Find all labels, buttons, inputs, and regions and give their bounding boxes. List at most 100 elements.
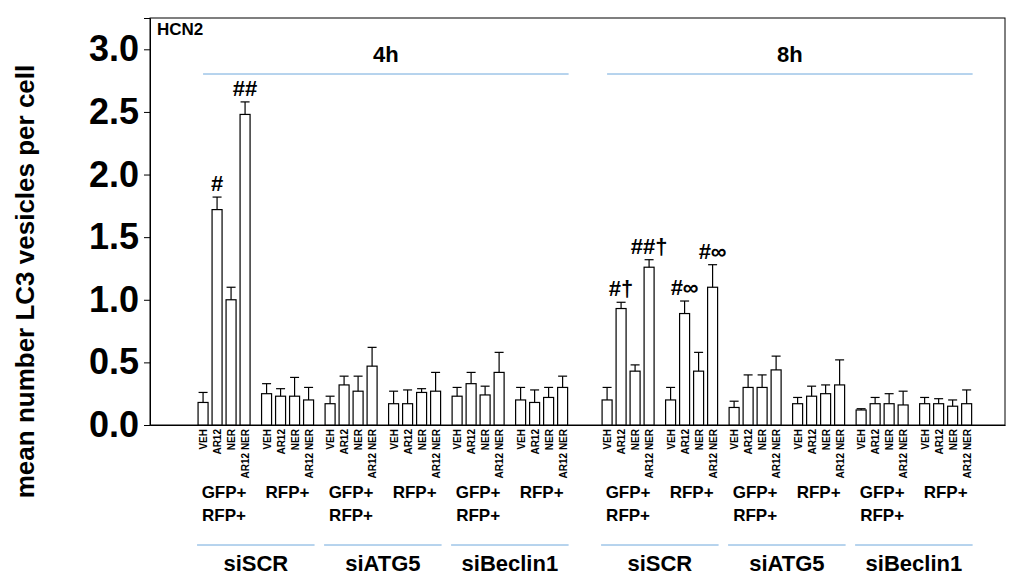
error-bar-stem bbox=[216, 197, 217, 210]
bar bbox=[807, 396, 817, 425]
error-bar-stem bbox=[435, 372, 436, 391]
cell-label: RFP+ bbox=[456, 506, 500, 525]
x-tick: AR12 bbox=[870, 425, 881, 455]
y-tick: 2.0 bbox=[89, 154, 150, 195]
x-tick-label: NER bbox=[821, 428, 832, 450]
bar bbox=[198, 402, 208, 425]
x-tick: AR12 bbox=[807, 425, 818, 455]
error-bar-cap bbox=[417, 388, 426, 389]
error-bar bbox=[213, 197, 222, 210]
x-tick-label: AR12 bbox=[680, 429, 691, 455]
error-bar-cap bbox=[920, 397, 929, 398]
x-tick-label: AR12 bbox=[276, 429, 287, 455]
x-tick: AR12 bbox=[339, 425, 350, 455]
error-bar-stem bbox=[776, 356, 777, 370]
sirna-label: siSCR bbox=[627, 551, 692, 576]
error-bar-cap bbox=[885, 393, 894, 394]
bar bbox=[793, 404, 803, 425]
bar bbox=[821, 394, 831, 425]
x-tick-label: AR12 bbox=[530, 429, 541, 455]
error-bar-stem bbox=[499, 352, 500, 372]
sirna-label: siBeclin1 bbox=[462, 551, 559, 576]
error-bar-stem bbox=[548, 387, 549, 397]
y-tick: 2.5 bbox=[89, 91, 150, 132]
error-bar bbox=[645, 260, 654, 268]
error-bar bbox=[389, 391, 398, 404]
bar bbox=[276, 396, 286, 425]
x-tick-label: AR12 NER bbox=[708, 428, 719, 478]
y-tick-label: 1.5 bbox=[89, 216, 139, 257]
error-bar-cap bbox=[516, 387, 525, 388]
x-axis: VEHAR12NERAR12 NERVEHAR12NERAR12 NERVEHA… bbox=[151, 425, 1006, 478]
x-tick-label: AR12 NER bbox=[494, 428, 505, 478]
error-bar-cap bbox=[354, 376, 363, 377]
error-bar bbox=[730, 401, 739, 407]
error-bar bbox=[744, 375, 753, 388]
error-bar-cap bbox=[948, 399, 957, 400]
x-tick-label: AR12 bbox=[934, 429, 945, 455]
error-bar bbox=[885, 394, 894, 404]
x-tick-label: AR12 bbox=[403, 429, 414, 455]
error-bar-cap bbox=[694, 352, 703, 353]
x-tick: VEH bbox=[602, 425, 613, 450]
x-tick: AR12 NER bbox=[835, 425, 846, 478]
error-bar-stem bbox=[875, 397, 876, 403]
x-tick-label: AR12 NER bbox=[240, 428, 251, 478]
x-tick: AR12 bbox=[743, 425, 754, 455]
x-tick-label: NER bbox=[290, 428, 301, 450]
x-tick: AR12 NER bbox=[962, 425, 973, 478]
cell-label: GFP+ bbox=[329, 483, 374, 502]
error-bar-stem bbox=[520, 387, 521, 400]
bar bbox=[389, 404, 399, 425]
error-bar bbox=[558, 376, 567, 387]
error-bar-cap bbox=[899, 391, 908, 392]
error-bar-cap bbox=[326, 396, 335, 397]
bar bbox=[934, 404, 944, 425]
x-tick-label: AR12 NER bbox=[367, 428, 378, 478]
y-tick: 1.0 bbox=[89, 279, 150, 320]
x-tick-label: AR12 NER bbox=[835, 428, 846, 478]
bar bbox=[884, 404, 894, 425]
x-tick-label: VEH bbox=[602, 429, 613, 450]
bar bbox=[240, 114, 250, 425]
y-tick: 0.0 bbox=[89, 404, 150, 445]
error-bar bbox=[962, 390, 971, 404]
error-bar bbox=[241, 102, 250, 115]
y-tick-label: 2.5 bbox=[89, 91, 139, 132]
error-bar-cap bbox=[276, 388, 285, 389]
x-tick-label: AR12 NER bbox=[644, 428, 655, 478]
group-line bbox=[728, 545, 846, 546]
error-bar-cap bbox=[340, 376, 349, 377]
error-bar-cap bbox=[467, 372, 476, 373]
error-bar-stem bbox=[952, 400, 953, 406]
annotations: ####†##†#∞#∞ bbox=[211, 76, 727, 301]
y-tick-mark bbox=[144, 300, 150, 301]
error-bar-cap bbox=[495, 352, 504, 353]
error-bar-stem bbox=[698, 352, 699, 371]
bar bbox=[339, 385, 349, 425]
x-tick: AR12 NER bbox=[708, 425, 719, 478]
x-tick-label: AR12 bbox=[466, 429, 477, 455]
x-tick-label: AR12 bbox=[616, 429, 627, 455]
x-tick-label: AR12 NER bbox=[898, 428, 909, 478]
x-tick-label: NER bbox=[884, 428, 895, 450]
x-tick: AR12 bbox=[680, 425, 691, 455]
time-line bbox=[203, 74, 569, 75]
bar bbox=[948, 406, 958, 425]
cell-label: RFP+ bbox=[924, 483, 968, 502]
x-tick-label: AR12 bbox=[870, 429, 881, 455]
error-bar bbox=[617, 302, 626, 308]
x-tick: AR12 NER bbox=[240, 425, 251, 478]
bar bbox=[494, 372, 504, 425]
significance-label: # bbox=[211, 171, 223, 196]
y-tick-mark bbox=[144, 49, 150, 50]
bar bbox=[353, 391, 363, 425]
error-bar bbox=[807, 386, 816, 396]
bar bbox=[290, 396, 300, 425]
x-tick-label: VEH bbox=[729, 429, 740, 450]
time-line bbox=[607, 74, 973, 75]
error-bar-stem bbox=[797, 397, 798, 403]
error-bar-stem bbox=[966, 390, 967, 404]
error-bar-stem bbox=[230, 287, 231, 300]
bar bbox=[262, 394, 272, 425]
